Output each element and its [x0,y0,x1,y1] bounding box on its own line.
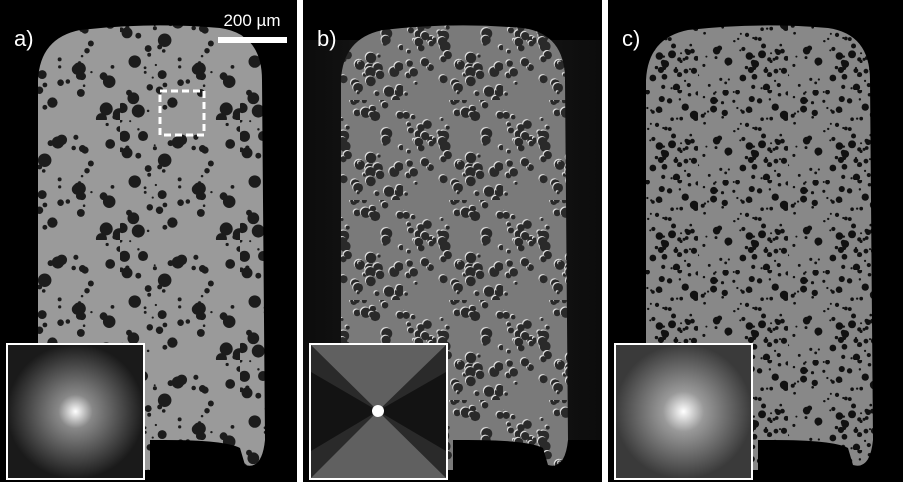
panel-label: a) [14,26,34,51]
panel-label: b) [317,26,337,51]
fft-inset [310,344,447,479]
panel: a) 200 µm [0,0,300,482]
scale-bar [218,37,287,43]
scale-bar-label: 200 µm [223,11,280,30]
panel-label: c) [622,26,640,51]
fft-inset [7,344,144,479]
inset-frame [615,344,752,479]
panel: c) [608,0,903,482]
inset-frame [7,344,144,479]
fft-center [372,405,384,417]
figure: a) 200 µm b) c) [0,0,903,482]
panel: b) [303,0,603,482]
fft-inset [615,344,752,479]
